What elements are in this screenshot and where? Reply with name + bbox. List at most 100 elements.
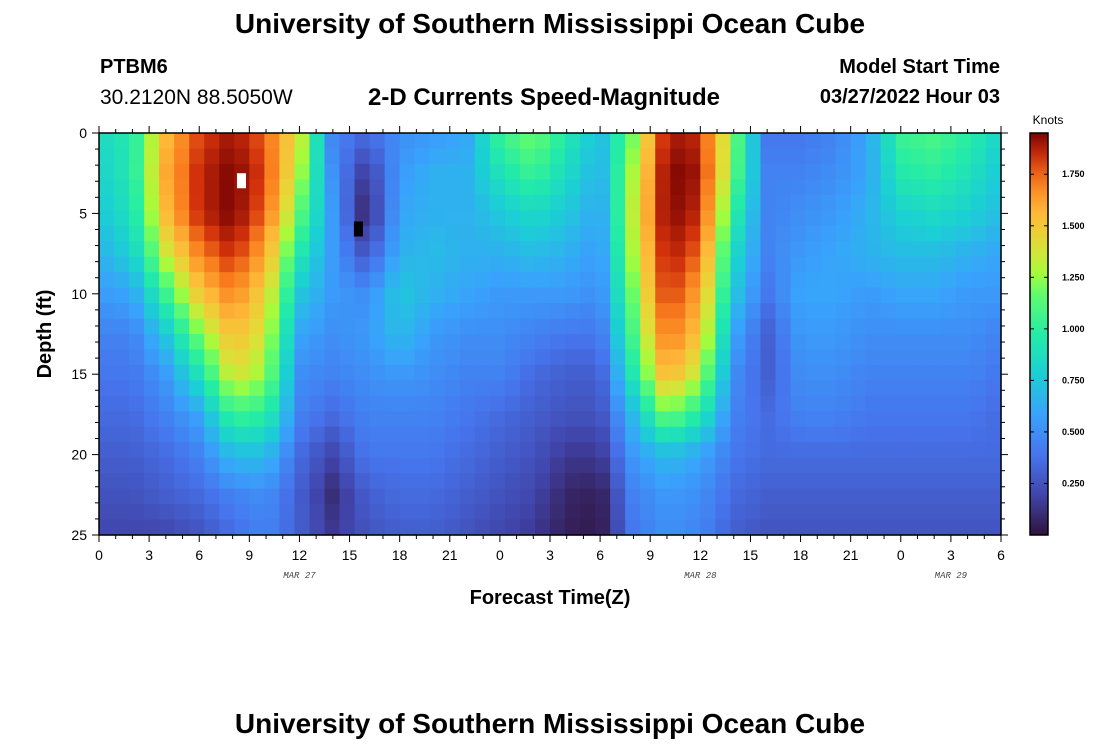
heatmap-cell <box>174 334 190 351</box>
heatmap-cell <box>204 241 220 258</box>
heatmap-cell <box>399 334 416 351</box>
heatmap-cell <box>204 334 220 351</box>
heatmap-cell <box>129 473 145 490</box>
heatmap-cell <box>489 225 506 242</box>
heatmap-cell <box>715 473 731 490</box>
heatmap-cell <box>730 272 747 289</box>
heatmap-cell <box>249 519 265 536</box>
heatmap-cell <box>580 473 596 490</box>
heatmap-cell <box>294 519 311 536</box>
heatmap-cell <box>850 364 867 381</box>
heatmap-cell <box>835 457 852 474</box>
heatmap-cell <box>550 303 566 320</box>
heatmap-cell <box>580 241 596 258</box>
heatmap-cell <box>234 519 250 536</box>
heatmap-cell <box>159 241 175 258</box>
heatmap-cell <box>384 457 401 474</box>
heatmap-cell <box>249 318 265 335</box>
heatmap-cell <box>189 473 205 490</box>
heatmap-cell <box>129 380 145 397</box>
heatmap-cell <box>414 457 431 474</box>
heatmap-cell <box>174 519 190 536</box>
heatmap-cell <box>294 256 311 273</box>
heatmap-cell <box>174 194 190 211</box>
heatmap-cell <box>715 241 731 258</box>
heatmap-cell <box>985 488 1002 505</box>
x-tick-label: 3 <box>145 547 153 563</box>
heatmap-cell <box>970 334 987 351</box>
heatmap-cell <box>670 194 686 211</box>
heatmap-cell <box>790 287 807 304</box>
heatmap-cell <box>444 411 461 428</box>
heatmap-cell <box>910 272 927 289</box>
heatmap-cell <box>264 504 280 521</box>
heatmap-cell <box>174 210 190 227</box>
heatmap-cell <box>970 488 987 505</box>
heatmap-cell <box>595 411 611 428</box>
heatmap-cell <box>895 272 912 289</box>
heatmap-cell <box>429 504 446 521</box>
heatmap-cell <box>189 194 205 211</box>
heatmap-cell <box>324 272 341 289</box>
heatmap-cell <box>790 210 807 227</box>
heatmap-cell <box>910 194 927 211</box>
heatmap-cell <box>399 473 416 490</box>
heatmap-cell <box>670 210 686 227</box>
heatmap-cell <box>339 488 356 505</box>
heatmap-cell <box>715 163 731 180</box>
heatmap-cell <box>534 457 551 474</box>
heatmap-cell <box>399 318 416 335</box>
heatmap-cell <box>519 519 536 536</box>
heatmap-cell <box>565 303 581 320</box>
heatmap-cell <box>309 442 326 459</box>
heatmap-cell <box>925 457 942 474</box>
heatmap-cell <box>519 163 536 180</box>
heatmap-cell <box>745 225 762 242</box>
heatmap-cell <box>625 504 641 521</box>
heatmap-cell <box>880 395 897 412</box>
heatmap-cell <box>595 457 611 474</box>
heatmap-cell <box>700 426 716 443</box>
heatmap-cell <box>850 473 867 490</box>
heatmap-cell <box>294 488 311 505</box>
heatmap-cell <box>354 163 371 180</box>
heatmap-cell <box>550 148 566 165</box>
heatmap-cell <box>339 519 356 536</box>
heatmap-cell <box>204 426 220 443</box>
heatmap-cell <box>640 241 656 258</box>
heatmap-cell <box>970 210 987 227</box>
heatmap-cell <box>309 411 326 428</box>
heatmap-cell <box>294 148 311 165</box>
heatmap-cell <box>835 504 852 521</box>
heatmap-cell <box>174 272 190 289</box>
heatmap-cell <box>865 179 882 196</box>
heatmap-cell <box>264 225 280 242</box>
heatmap-cell <box>474 504 491 521</box>
heatmap-cell <box>159 473 175 490</box>
heatmap-cell <box>429 426 446 443</box>
heatmap-cell <box>565 457 581 474</box>
heatmap-cell <box>144 488 160 505</box>
heatmap-cell <box>429 272 446 289</box>
heatmap-cell <box>414 411 431 428</box>
heatmap-cell <box>189 395 205 412</box>
heatmap-cell <box>159 442 175 459</box>
heatmap-cell <box>279 442 296 459</box>
heatmap-cell <box>985 133 1002 150</box>
heatmap-cell <box>309 473 326 490</box>
heatmap-cell <box>985 210 1002 227</box>
heatmap-cell <box>565 426 581 443</box>
heatmap-cell <box>414 210 431 227</box>
heatmap-cell <box>940 241 957 258</box>
heatmap-cell <box>219 287 235 304</box>
heatmap-cell <box>730 194 747 211</box>
heatmap-cell <box>399 442 416 459</box>
heatmap-cell <box>129 148 145 165</box>
heatmap-cell <box>895 194 912 211</box>
heatmap-cell <box>685 148 701 165</box>
heatmap-cell <box>489 210 506 227</box>
heatmap-cell <box>114 133 130 150</box>
heatmap-cell <box>985 364 1002 381</box>
x-tick-label: 3 <box>947 547 955 563</box>
heatmap-cell <box>820 364 837 381</box>
